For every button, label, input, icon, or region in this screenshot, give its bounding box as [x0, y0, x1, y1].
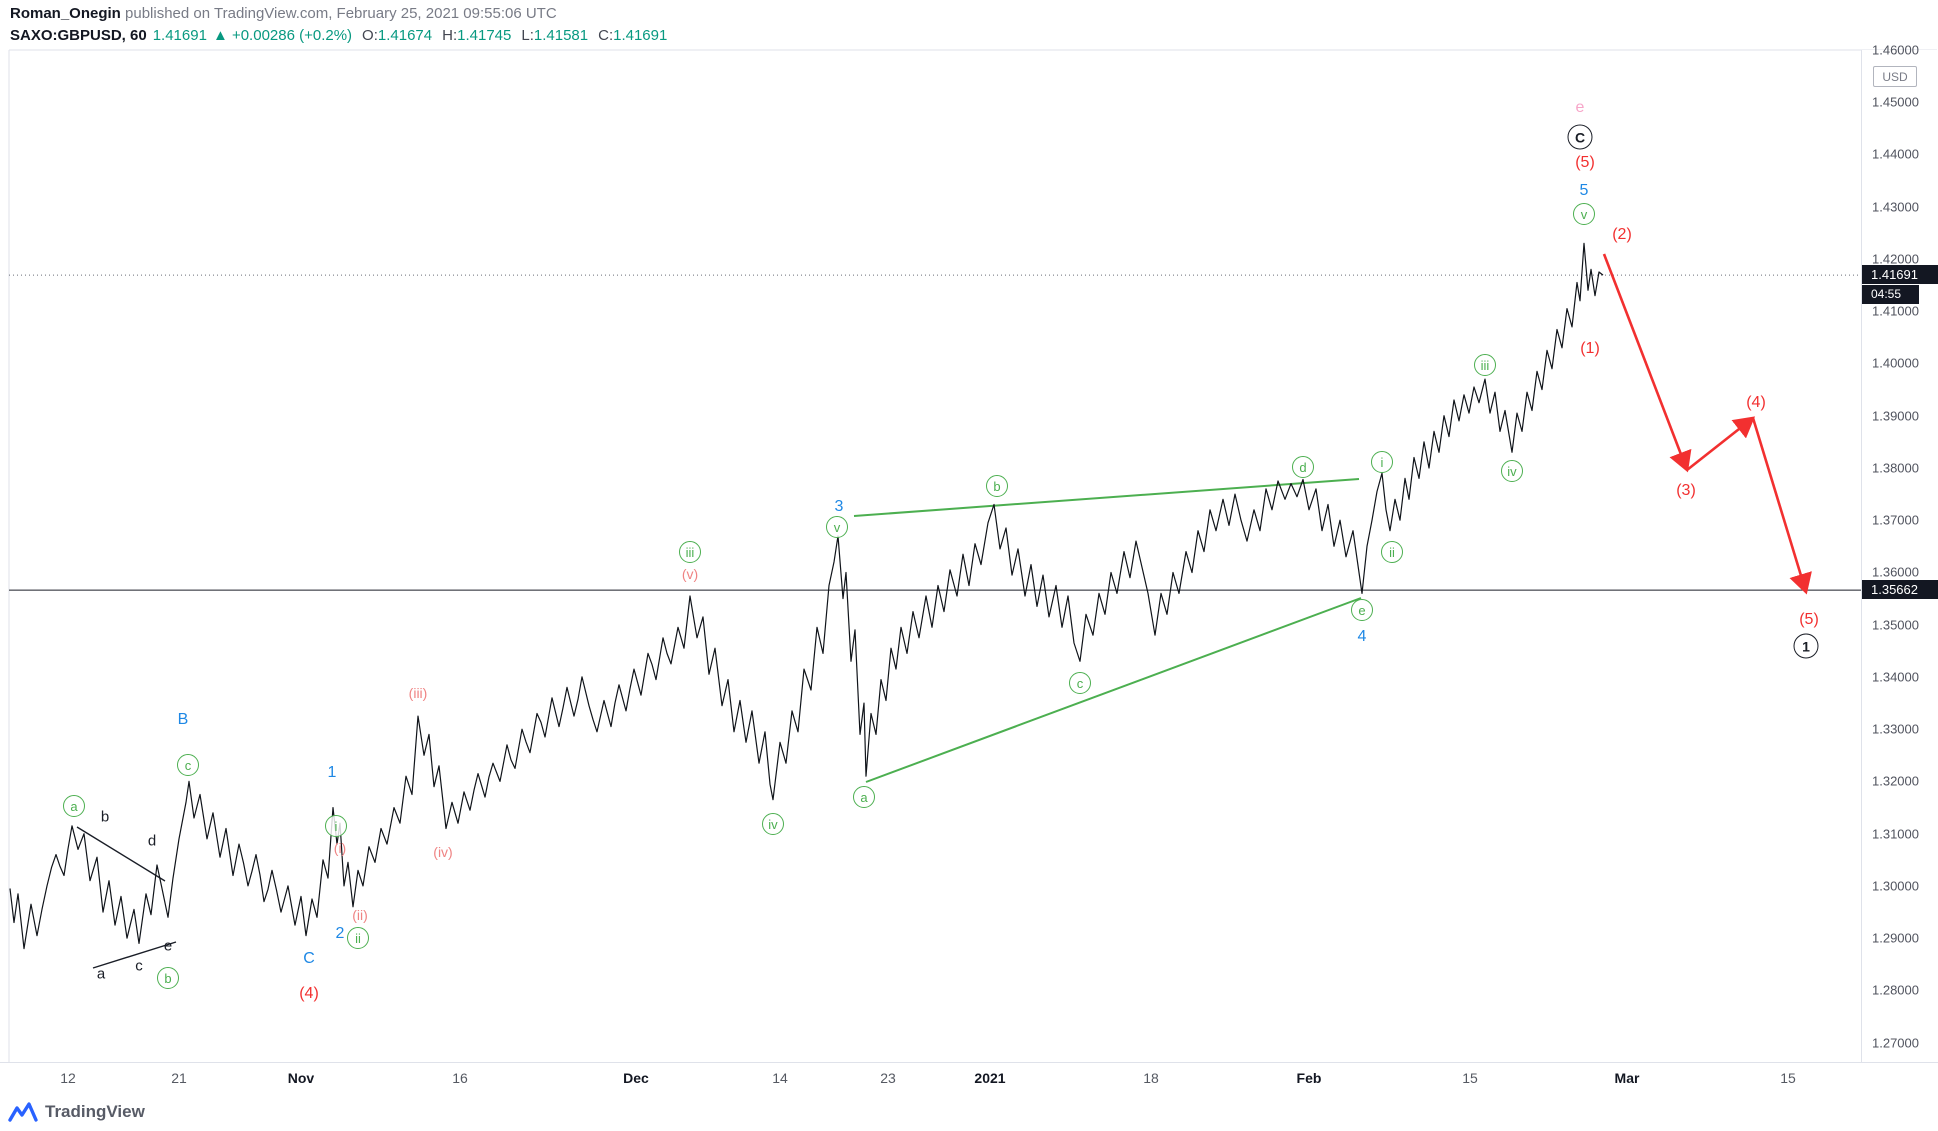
trendline — [865, 597, 1362, 783]
time-axis-label: 21 — [171, 1070, 187, 1086]
price-axis-label: 1.46000 — [1872, 42, 1919, 58]
price-change: ▲ +0.00286 (+0.2%) — [212, 27, 353, 44]
price-axis-label: 1.43000 — [1872, 199, 1919, 215]
price-axis-label: 1.41000 — [1872, 303, 1919, 319]
price-axis-label: 1.28000 — [1872, 982, 1919, 998]
time-axis[interactable]: 12 21 Nov 16 Dec 14 23 2021 18 Feb 15 Mar 15 — [0, 1062, 1938, 1095]
time-axis-label: 15 — [1780, 1070, 1796, 1086]
time-axis-label: 16 — [452, 1070, 468, 1086]
projection-arrow — [1602, 253, 1692, 473]
low-value: L:1.41581 — [521, 27, 589, 44]
symbol-title: SAXO:GBPUSD, 60 — [10, 27, 147, 44]
open-value: O:1.41674 — [362, 27, 433, 44]
trendline — [76, 826, 166, 882]
bar-countdown-badge: 04:55 — [1862, 285, 1919, 305]
price-axis-label: 1.35000 — [1872, 617, 1919, 633]
trendline — [853, 478, 1360, 517]
projection-arrow — [1751, 417, 1812, 595]
price-axis-label: 1.45000 — [1872, 94, 1919, 110]
time-axis-label: 2021 — [974, 1070, 1006, 1086]
price-axis[interactable]: USD 1.46000 1.45000 1.44000 1.43000 1.42000 1… — [1861, 43, 1938, 1090]
price-axis-label: 1.34000 — [1872, 669, 1919, 685]
symbol-line: SAXO:GBPUSD, 60 1.41691 ▲ +0.00286 (+0.2%)… — [10, 26, 667, 46]
price-axis-label: 1.33000 — [1872, 721, 1919, 737]
publish-line: Roman_Onegin published on TradingView.co… — [10, 4, 667, 24]
price-axis-label: 1.40000 — [1872, 355, 1919, 371]
time-axis-label: 12 — [60, 1070, 76, 1086]
time-axis-label: Feb — [1296, 1070, 1322, 1086]
high-value: H:1.41745 — [442, 27, 512, 44]
price-axis-label: 1.27000 — [1872, 1035, 1919, 1051]
author-name[interactable]: Roman_Onegin — [10, 5, 121, 22]
time-axis-label: Dec — [623, 1070, 649, 1086]
time-axis-label: 23 — [880, 1070, 896, 1086]
footer: TradingView — [8, 1098, 145, 1126]
price-axis-label: 1.42000 — [1872, 251, 1919, 267]
publish-info: published on TradingView.com, February 2… — [120, 5, 557, 22]
time-axis-label: 18 — [1143, 1070, 1159, 1086]
price-axis-label: 1.44000 — [1872, 146, 1919, 162]
price-axis-label: 1.32000 — [1872, 773, 1919, 789]
price-axis-label: 1.31000 — [1872, 826, 1919, 842]
time-axis-label: Nov — [287, 1070, 315, 1086]
price-axis-label: 1.39000 — [1872, 408, 1919, 424]
time-axis-label: Mar — [1614, 1070, 1640, 1086]
price-axis-label: 1.36000 — [1872, 564, 1919, 580]
close-value: C:1.41691 — [598, 27, 668, 44]
header-last-price: 1.41691 — [152, 27, 207, 44]
price-level-badge: 1.35662 — [1862, 580, 1938, 600]
chart-header: Roman_Onegin published on TradingView.co… — [10, 4, 667, 46]
price-axis-label: 1.37000 — [1872, 512, 1919, 528]
price-axis-label: 1.30000 — [1872, 878, 1919, 894]
time-axis-label: 14 — [772, 1070, 788, 1086]
tradingview-logo-icon[interactable] — [8, 1100, 38, 1124]
tradingview-brand[interactable]: TradingView — [45, 1102, 145, 1121]
trendline — [92, 941, 177, 969]
time-axis-label: 15 — [1462, 1070, 1478, 1086]
currency-badge: USD — [1873, 66, 1917, 87]
price-axis-label: 1.29000 — [1872, 930, 1919, 946]
price-axis-label: 1.38000 — [1872, 460, 1919, 476]
last-price-badge: 1.41691 — [1862, 265, 1938, 285]
price-line — [9, 242, 1604, 950]
projection-arrow — [1686, 416, 1756, 472]
